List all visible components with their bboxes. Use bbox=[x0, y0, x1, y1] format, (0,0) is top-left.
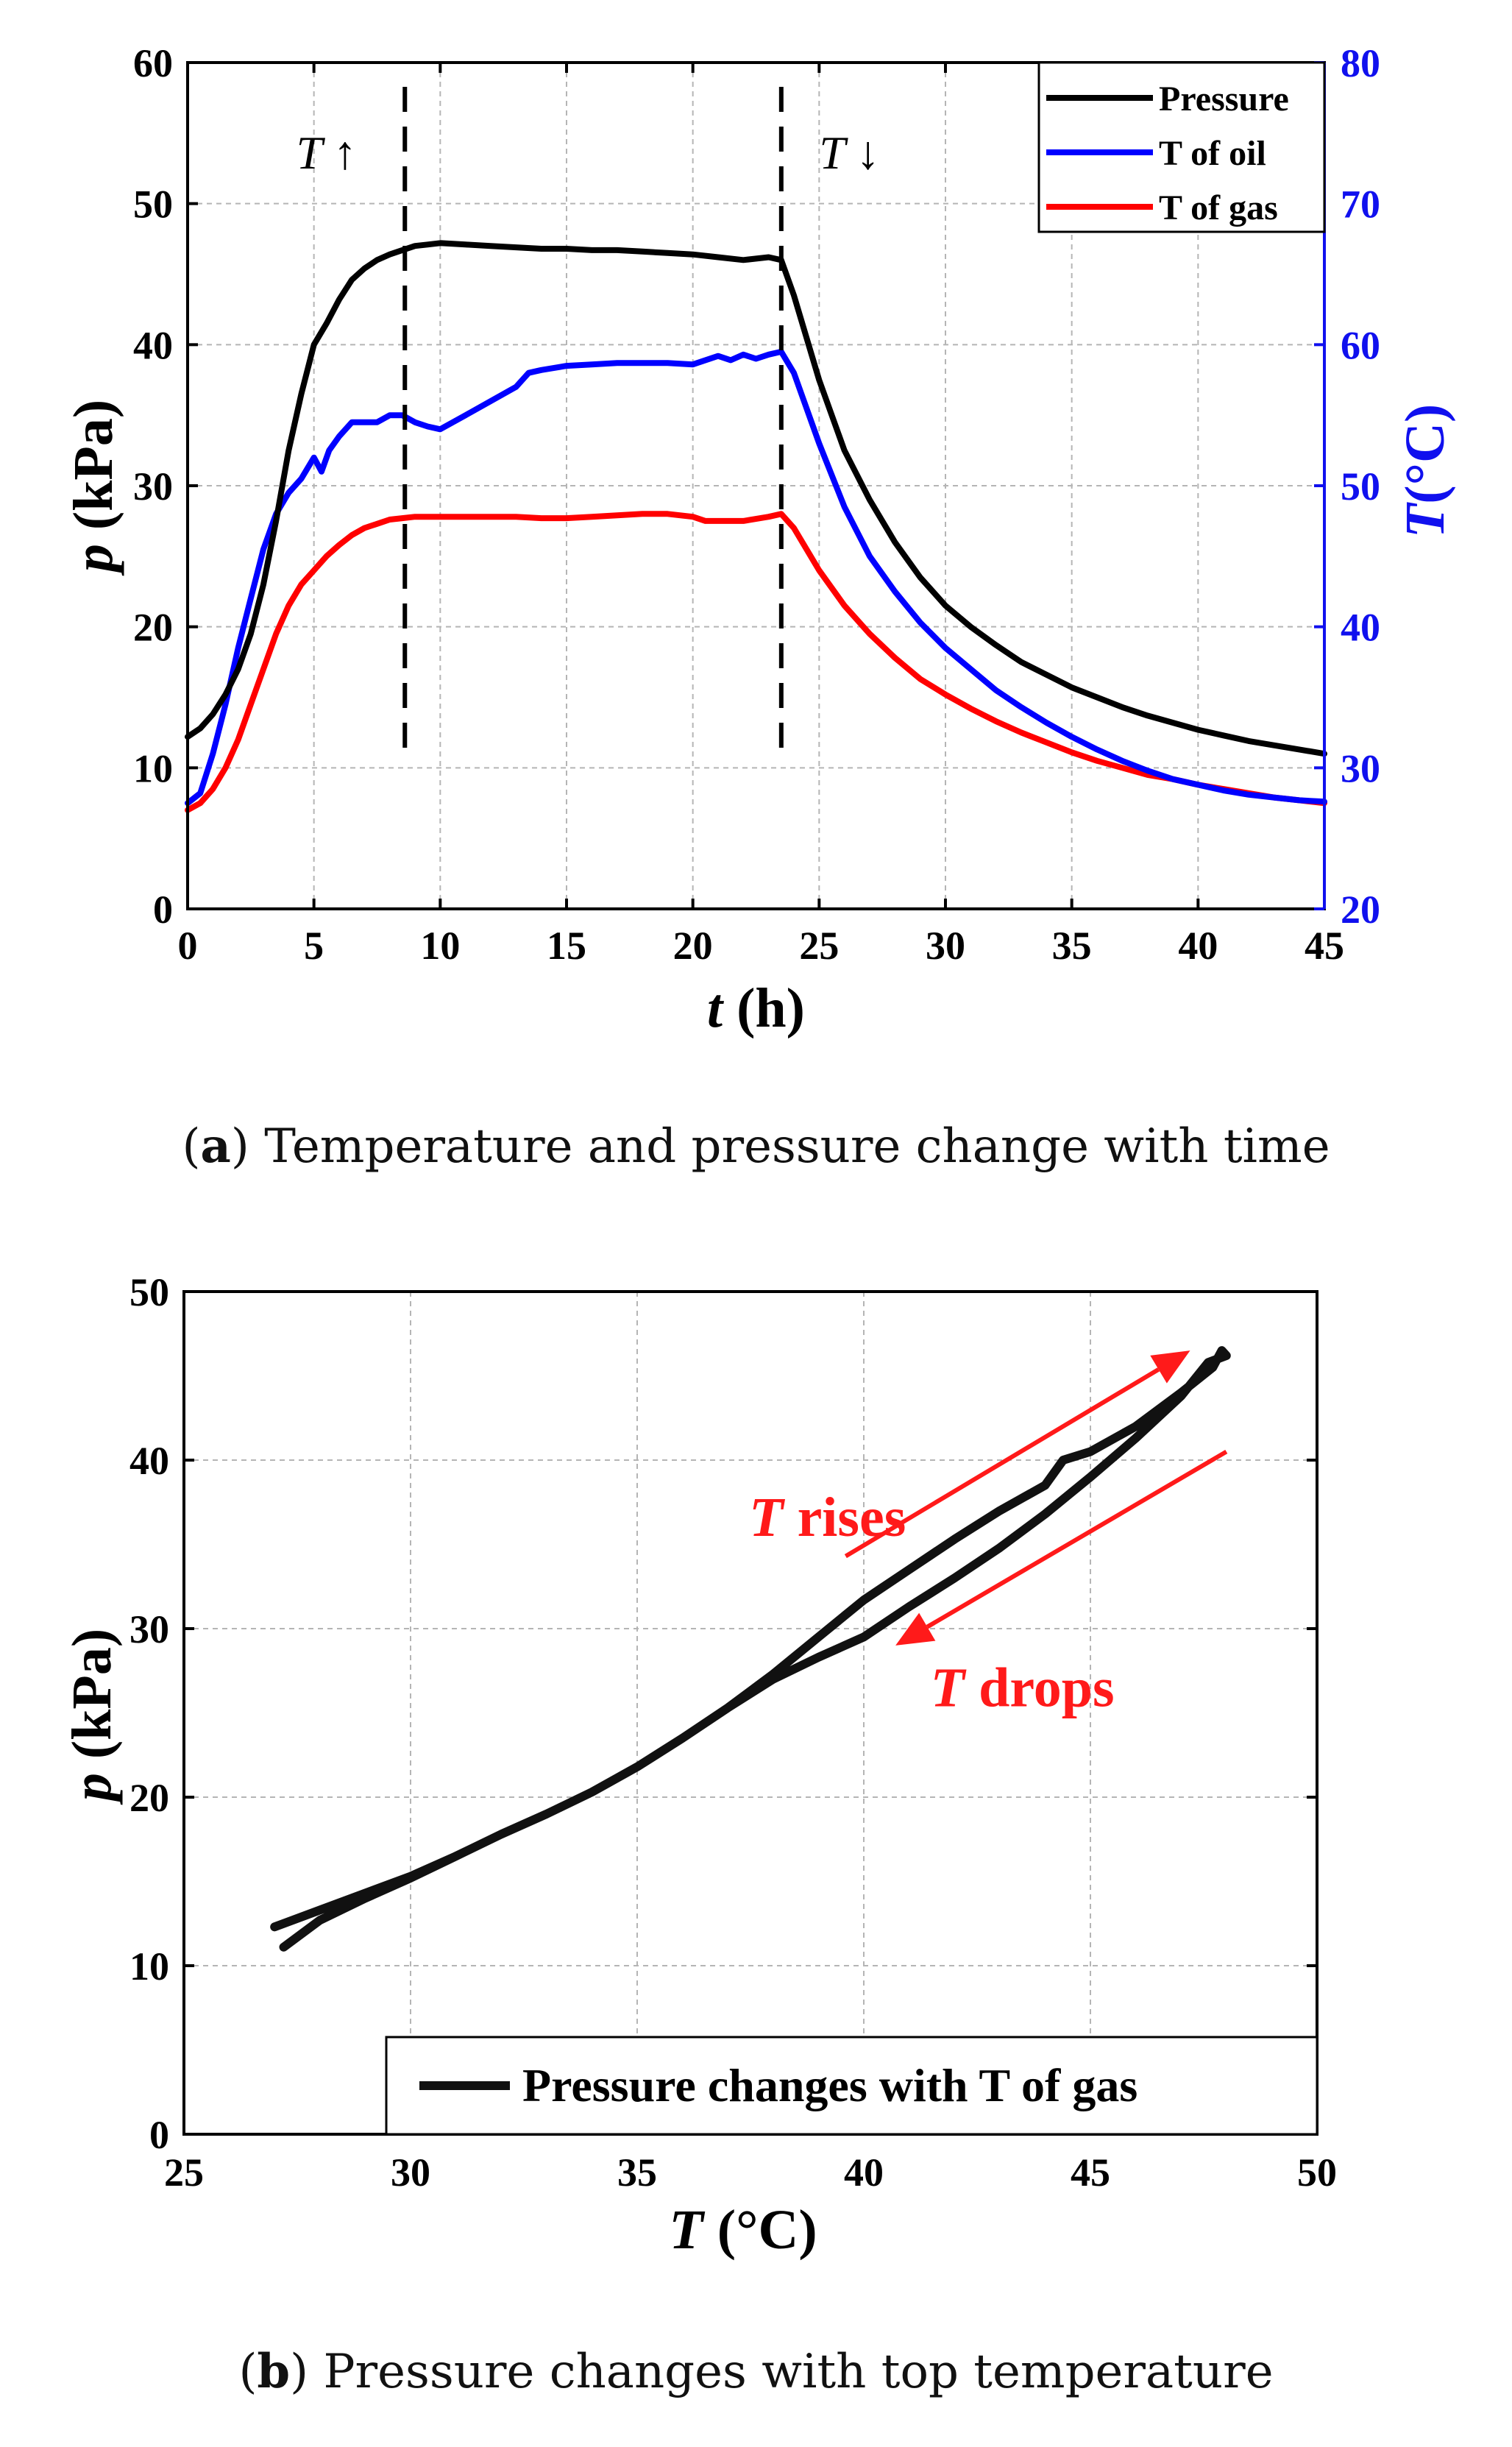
y-tick-label-b: 0 bbox=[149, 2113, 169, 2157]
x-axis-title-a: t (h) bbox=[707, 977, 805, 1039]
y-tick-label-b: 50 bbox=[129, 1270, 169, 1314]
x-tick-label-a: 20 bbox=[673, 924, 713, 968]
legend-b bbox=[385, 2036, 1318, 2136]
y2-tick-label-a: 60 bbox=[1341, 323, 1380, 367]
y-tick-label-a: 40 bbox=[133, 323, 173, 367]
y-tick-label-a: 10 bbox=[133, 746, 173, 790]
series-line-pressure-vs-temperature bbox=[270, 1346, 1231, 1952]
caption-a: (a) Temperature and pressure change with… bbox=[182, 1119, 1330, 1174]
y-axis-unit-b: (kPa) bbox=[61, 1629, 123, 1773]
legend-label-a: T of oil bbox=[1159, 134, 1266, 173]
y-tick-label-a: 30 bbox=[133, 464, 173, 509]
x-tick-label-a: 30 bbox=[926, 924, 965, 968]
caption-b-text: Pressure changes with top temperature bbox=[323, 2345, 1274, 2399]
caption-a-label: a bbox=[200, 1119, 231, 1174]
x-axis-symbol-b: T bbox=[669, 2199, 705, 2261]
y2-tick-label-a: 30 bbox=[1341, 746, 1380, 790]
legend-label-a: T of gas bbox=[1159, 188, 1278, 227]
legend-label-b: Pressure changes with T of gas bbox=[522, 2059, 1137, 2111]
x-tick-label-b: 40 bbox=[844, 2150, 884, 2195]
y-axis-symbol-a: p bbox=[63, 544, 124, 576]
y-tick-label-b: 30 bbox=[129, 1607, 169, 1651]
x-tick-label-a: 25 bbox=[799, 924, 839, 968]
y-tick-label-a: 20 bbox=[133, 606, 173, 650]
legend-a bbox=[1037, 61, 1326, 233]
y-tick-label-b: 20 bbox=[129, 1776, 169, 1820]
series-line-pressure bbox=[185, 240, 1327, 757]
annotation-a-1: T ↓ bbox=[819, 127, 879, 179]
caption-b: (b) Pressure changes with top temperatur… bbox=[238, 2344, 1274, 2399]
annotation-b-symbol: T bbox=[931, 1657, 967, 1718]
y-tick-label-a: 60 bbox=[133, 41, 173, 85]
annotation-b-symbol: T bbox=[749, 1487, 785, 1548]
annotation-b-text: drops bbox=[965, 1657, 1114, 1718]
y2-axis-symbol-a: T bbox=[1394, 502, 1456, 538]
x-tick-label-a: 35 bbox=[1052, 924, 1092, 968]
annotation-b-1: T drops bbox=[931, 1657, 1115, 1718]
caption-b-label: b bbox=[257, 2344, 291, 2399]
y2-tick-label-a: 20 bbox=[1341, 888, 1380, 932]
arrow-shaft bbox=[844, 1367, 1160, 1559]
y-axis-unit-a: (kPa) bbox=[63, 400, 124, 544]
y2-axis-unit-a: (°C) bbox=[1394, 404, 1456, 504]
x-axis-unit-a: (h) bbox=[723, 977, 805, 1039]
annotation-b-text: rises bbox=[784, 1487, 906, 1548]
y-tick-label-a: 0 bbox=[153, 888, 173, 932]
x-tick-label-b: 25 bbox=[164, 2150, 204, 2195]
arrow-up-icon bbox=[1150, 1350, 1190, 1384]
x-tick-label-b: 35 bbox=[617, 2150, 657, 2195]
y2-tick-label-a: 40 bbox=[1341, 606, 1380, 650]
x-tick-label-b: 30 bbox=[391, 2150, 430, 2195]
x-tick-label-a: 5 bbox=[304, 924, 324, 968]
y-tick-label-b: 10 bbox=[129, 1944, 169, 1989]
x-tick-label-a: 40 bbox=[1178, 924, 1218, 968]
arrow-shaft bbox=[926, 1449, 1228, 1629]
x-tick-label-a: 45 bbox=[1305, 924, 1344, 968]
y-axis-title-a: p (kPa) bbox=[63, 400, 124, 576]
x-tick-label-a: 15 bbox=[547, 924, 586, 968]
y2-tick-label-a: 80 bbox=[1341, 41, 1380, 85]
y2-tick-label-a: 50 bbox=[1341, 464, 1380, 509]
arrow-down-icon bbox=[895, 1612, 936, 1646]
x-tick-label-b: 50 bbox=[1297, 2150, 1337, 2195]
x-tick-label-b: 45 bbox=[1071, 2150, 1110, 2195]
series-line-t-of-oil bbox=[185, 348, 1327, 807]
x-axis-unit-b: (°C) bbox=[703, 2199, 817, 2261]
annotation-b-0: T rises bbox=[749, 1487, 906, 1548]
annotation-a-0: T ↑ bbox=[297, 127, 357, 179]
y2-tick-label-a: 70 bbox=[1341, 183, 1380, 227]
legend-label-a: Pressure bbox=[1159, 79, 1289, 118]
x-tick-label-a: 0 bbox=[178, 924, 198, 968]
y-tick-label-a: 50 bbox=[133, 183, 173, 227]
x-tick-label-a: 10 bbox=[420, 924, 460, 968]
x-axis-symbol-a: t bbox=[707, 977, 725, 1039]
caption-a-text: Temperature and pressure change with tim… bbox=[264, 1119, 1330, 1174]
y-axis-title-b: p (kPa) bbox=[61, 1629, 123, 1805]
x-axis-title-b: T (°C) bbox=[669, 2199, 817, 2261]
y-axis-symbol-b: p bbox=[61, 1773, 123, 1805]
y-tick-label-b: 40 bbox=[129, 1439, 169, 1483]
y2-axis-title-a: T(°C) bbox=[1394, 404, 1456, 538]
series-line-t-of-gas bbox=[185, 511, 1327, 813]
